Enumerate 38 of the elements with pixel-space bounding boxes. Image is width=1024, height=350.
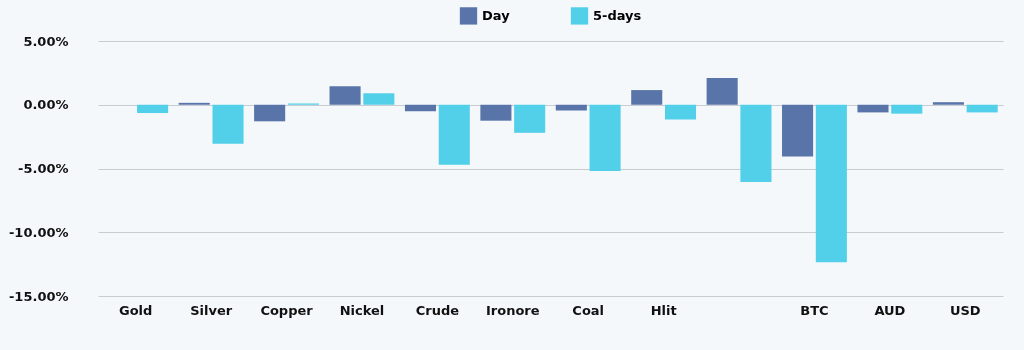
bar: [137, 104, 169, 114]
bar: [329, 86, 361, 105]
y-tick-label: -15.00%: [8, 288, 69, 304]
bar: [966, 104, 998, 113]
y-tick-label: 0.00%: [23, 97, 69, 113]
legend-label: Day: [482, 7, 511, 23]
bar: [254, 104, 286, 122]
bar: [404, 104, 437, 112]
bar: [438, 104, 470, 165]
bar: [363, 93, 395, 105]
x-tick-label: Gold: [119, 302, 153, 318]
bar: [932, 102, 964, 105]
y-tick-label: -10.00%: [8, 224, 69, 240]
x-tick-label: Silver: [190, 302, 233, 318]
bar: [664, 104, 697, 120]
bar: [891, 104, 923, 114]
y-tick-label: 5.00%: [23, 33, 69, 49]
x-tick-label: AUD: [874, 302, 906, 318]
bar: [815, 104, 847, 263]
bar: [706, 77, 738, 105]
x-tick-label: Copper: [260, 302, 314, 318]
y-tick-label: -5.00%: [18, 161, 69, 176]
bar: [631, 90, 663, 105]
bar: [740, 104, 772, 182]
x-tick-label: BTC: [800, 302, 829, 318]
bar: [857, 104, 889, 113]
bar: [514, 104, 546, 133]
x-tick-label: Crude: [415, 302, 460, 318]
x-tick-label: Coal: [572, 302, 605, 318]
bar: [480, 104, 512, 121]
bar: [212, 104, 244, 144]
x-tick-label: Hlit: [650, 302, 677, 318]
x-tick-label: USD: [949, 302, 981, 318]
bar: [782, 104, 814, 157]
x-tick-label: Nickel: [339, 302, 385, 318]
x-tick-label: Ironore: [485, 302, 540, 318]
bar: [589, 104, 621, 172]
legend-label: 5-days: [593, 7, 642, 23]
